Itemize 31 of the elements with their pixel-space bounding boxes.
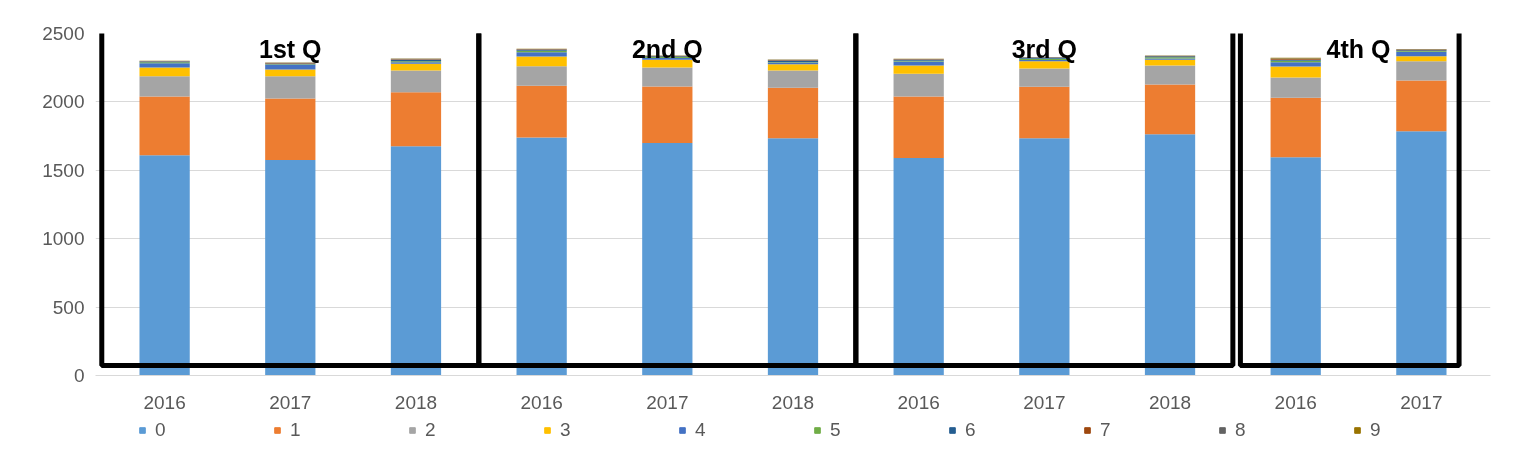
annotation: 1st Q: [259, 34, 322, 63]
x-tick-label: 2017: [1023, 391, 1066, 413]
legend-label: 5: [830, 419, 842, 441]
y-tick-label: 1000: [42, 228, 85, 250]
legend-label: 4: [695, 419, 707, 441]
legend-label: 2: [425, 419, 437, 441]
x-tick-label: 2017: [269, 391, 312, 413]
annotation: 3rd Q: [1011, 34, 1077, 63]
x-tick-label: 2016: [1274, 391, 1317, 413]
x-tick-label: 2018: [1148, 391, 1192, 413]
y-tick-label: 1500: [42, 159, 85, 181]
annotation: 4th Q: [1326, 34, 1391, 63]
x-tick-label: 2018: [771, 391, 815, 413]
legend-label: 0: [155, 419, 167, 441]
x-tick-label: 2017: [646, 391, 689, 413]
legend-label: 8: [1235, 419, 1247, 441]
y-tick-label: 2500: [42, 23, 85, 44]
x-tick-label: 2018: [394, 391, 438, 413]
legend-label: 9: [1370, 419, 1382, 441]
x-tick-label: 2016: [520, 391, 563, 413]
y-tick-label: 0: [73, 365, 85, 386]
legend-label: 7: [1100, 419, 1112, 441]
annotation: 2nd Q: [631, 34, 703, 63]
legend-label: 6: [965, 419, 977, 441]
x-tick-label: 2017: [1400, 391, 1443, 413]
y-tick-label: 2000: [42, 91, 85, 113]
legend-label: 3: [560, 419, 572, 441]
y-tick-label: 500: [52, 296, 85, 318]
x-tick-label: 2016: [143, 391, 186, 413]
legend-label: 1: [290, 419, 302, 441]
x-tick-label: 2016: [897, 391, 940, 413]
